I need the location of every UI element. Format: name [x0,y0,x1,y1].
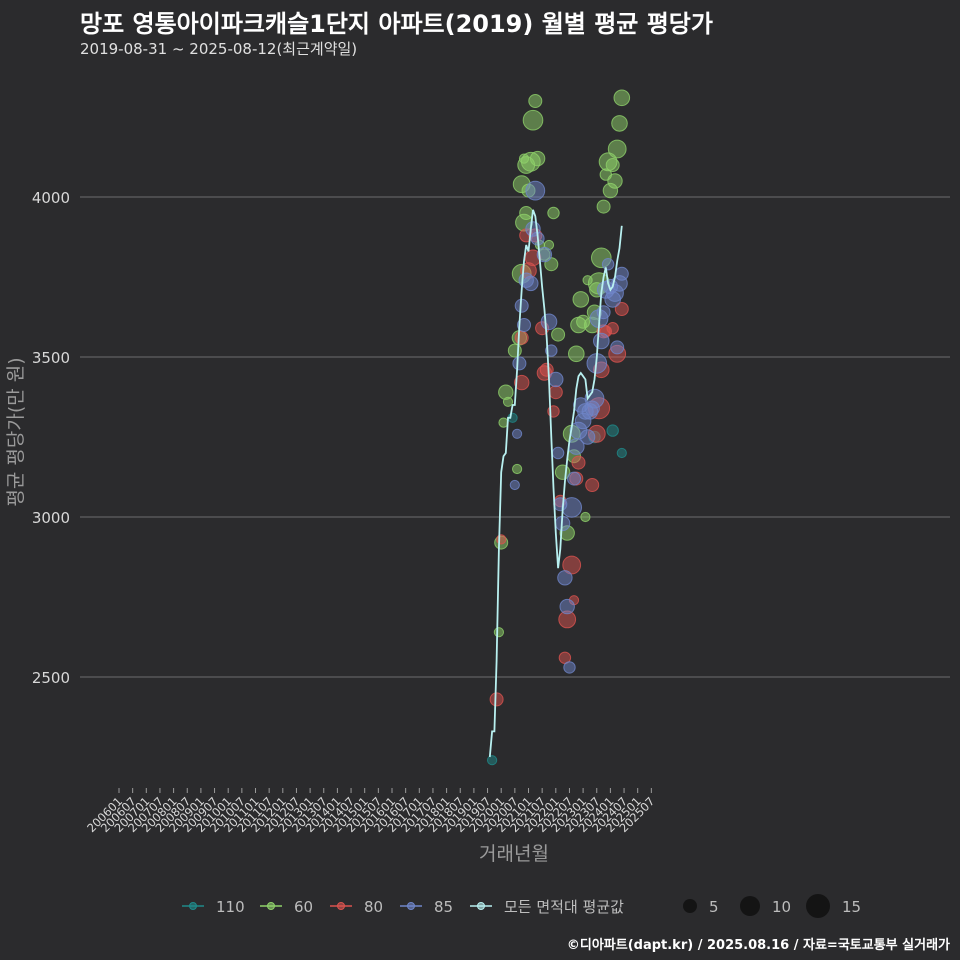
point-85 [512,356,527,371]
x-tick-labels: 2006012006072007012007072008012008072009… [84,788,657,835]
legend-key-dot [337,902,345,910]
source-credit: ©디아파트(dapt.kr) / 2025.08.16 / 자료=국토교통부 실… [566,938,950,953]
point-60 [568,345,585,363]
point-85 [523,275,539,292]
average-line [488,209,623,758]
point-80 [562,555,582,575]
point-60 [572,291,590,308]
point-60 [596,199,611,214]
point-80 [514,374,530,391]
legend-size-circle [683,899,697,913]
point-60 [522,109,544,131]
point-80 [571,455,586,470]
point-85 [557,570,573,586]
point-85 [536,246,553,263]
legend-key-dot [407,902,415,910]
grid-lines [80,196,950,678]
legend-key-dot [189,902,197,910]
y-tick-label: 3500 [32,349,70,367]
point-85 [567,471,581,486]
point-85 [561,497,583,518]
legend-label: 85 [434,898,453,916]
point-85 [559,598,575,615]
point-85 [601,258,615,271]
legend-key-dot [267,902,275,910]
y-tick-label: 3000 [32,509,70,527]
point-60 [507,343,522,358]
point-85 [525,180,546,201]
y-tick-label: 4000 [32,189,70,207]
point-85 [563,661,576,674]
legend: 110 60 80 85 모든 면적대 평균값 5 10 15 [182,894,861,918]
point-110 [616,447,627,459]
legend-size-circle [740,896,760,916]
point-80 [496,534,507,545]
point-60 [613,89,631,107]
legend-label: 80 [364,898,383,916]
point-85 [548,371,564,388]
point-60 [547,206,560,220]
data-points [487,89,631,766]
point-60 [611,115,628,132]
point-85 [614,266,629,281]
point-80 [489,692,504,707]
point-80 [614,302,629,316]
legend-label: 110 [216,898,245,916]
legend-size-label: 5 [709,898,719,916]
legend-size-circle [806,894,830,918]
point-60 [528,94,543,108]
point-60 [605,158,620,172]
point-60 [551,327,566,342]
legend-label: 60 [294,898,313,916]
chart-title: 망포 영통아이파크캐슬1단지 아파트(2019) 월별 평균 평당가 [80,10,713,38]
point-60 [493,627,504,638]
y-axis-title: 평균 평당가(만 원) [5,357,27,506]
point-60 [529,150,546,167]
point-85 [584,388,605,409]
point-85 [579,429,596,445]
point-85 [509,479,520,491]
point-85 [517,318,531,332]
point-80 [548,385,563,400]
average-line-path [488,209,623,758]
point-85 [593,332,610,350]
legend-size-label: 10 [772,898,791,916]
point-85 [551,446,565,460]
legend-key-dot [477,902,485,910]
point-85 [610,340,625,355]
x-axis-title: 거래년월 [479,843,549,865]
point-60 [607,139,627,159]
point-80 [539,362,554,377]
point-110 [606,424,619,437]
point-85 [540,313,558,331]
y-tick-label: 2500 [32,669,70,687]
point-80 [514,330,529,345]
y-tick-labels: 2500 3000 3500 4000 [32,189,70,687]
point-60 [512,463,523,475]
point-60 [580,511,591,523]
legend-size-label: 15 [842,898,861,916]
point-85 [512,428,523,439]
legend-label: 모든 면적대 평균값 [504,898,624,916]
point-110 [487,755,498,766]
chart-subtitle: 2019-08-31 ~ 2025-08-12(최근계약일) [80,40,358,58]
point-60 [607,173,623,189]
point-80 [606,322,619,335]
point-60 [519,206,534,220]
point-60 [502,396,514,407]
point-80 [585,478,600,492]
